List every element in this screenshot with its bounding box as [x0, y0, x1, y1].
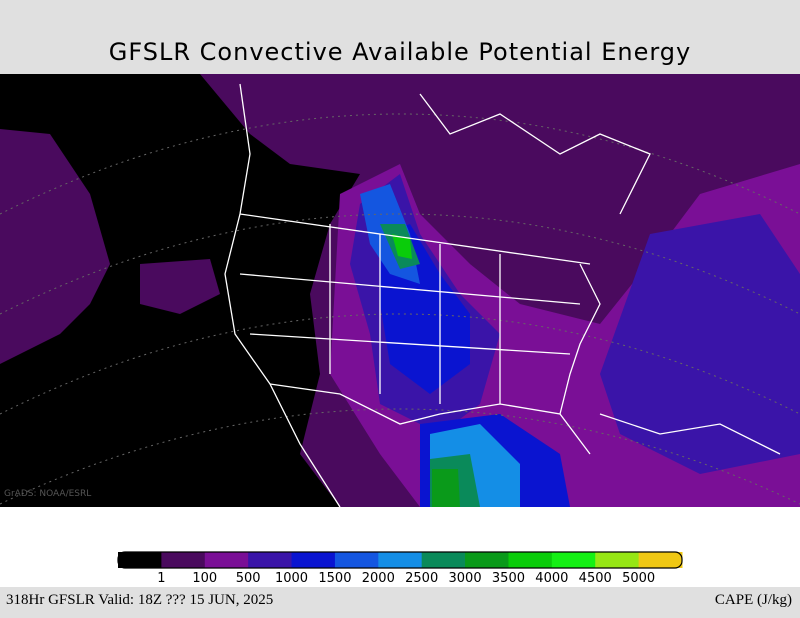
colorbar-label: 4000 — [535, 571, 568, 586]
footer: 318Hr GFSLR Valid: 18Z ??? 15 JUN, 2025 … — [0, 587, 800, 618]
colorbar-segment — [508, 552, 553, 568]
colorbar-segment — [204, 552, 249, 568]
colorbar-label: 3500 — [492, 571, 525, 586]
footer-right: CAPE (J/kg) — [714, 592, 792, 608]
colorbar-segment — [551, 552, 596, 568]
colorbar-label: 100 — [192, 571, 217, 586]
watermark: GrADS: NOAA/ESRL — [4, 489, 91, 499]
colorbar-segment — [334, 552, 379, 568]
colorbar-segment — [638, 552, 683, 568]
colorbar-label: 2500 — [405, 571, 438, 586]
colorbar-segment — [291, 552, 336, 568]
colorbar-label: 1000 — [275, 571, 308, 586]
colorbar-segment — [248, 552, 293, 568]
colorbar-label: 2000 — [362, 571, 395, 586]
map: GrADS: NOAA/ESRL — [0, 74, 800, 508]
footer-left: 318Hr GFSLR Valid: 18Z ??? 15 JUN, 2025 — [6, 592, 274, 608]
colorbar-segment — [161, 552, 206, 568]
colorbar-segment — [378, 552, 423, 568]
colorbar-segment — [595, 552, 640, 568]
colorbar-label: 1500 — [318, 571, 351, 586]
colorbar-label: 1 — [157, 571, 165, 586]
boundaries — [224, 83, 781, 508]
colorbar-label: 500 — [236, 571, 261, 586]
colorbar: 1 100 500 1000 1500 2000 2500 3000 3500 4000 4500 5… — [117, 551, 683, 586]
colorbar-label: 5000 — [622, 571, 655, 586]
colorbar-outline — [117, 551, 683, 569]
graticule — [0, 113, 800, 505]
title: GFSLR Convective Available Potential Ene… — [108, 38, 692, 66]
header: GFSLR Convective Available Potential Ene… — [0, 0, 800, 75]
colorbar-label: 3000 — [449, 571, 482, 586]
colorbar-segment — [421, 552, 466, 568]
colorbar-segment — [465, 552, 509, 568]
colorbar-label: 4500 — [579, 571, 612, 586]
colorbar-segment — [118, 552, 162, 568]
